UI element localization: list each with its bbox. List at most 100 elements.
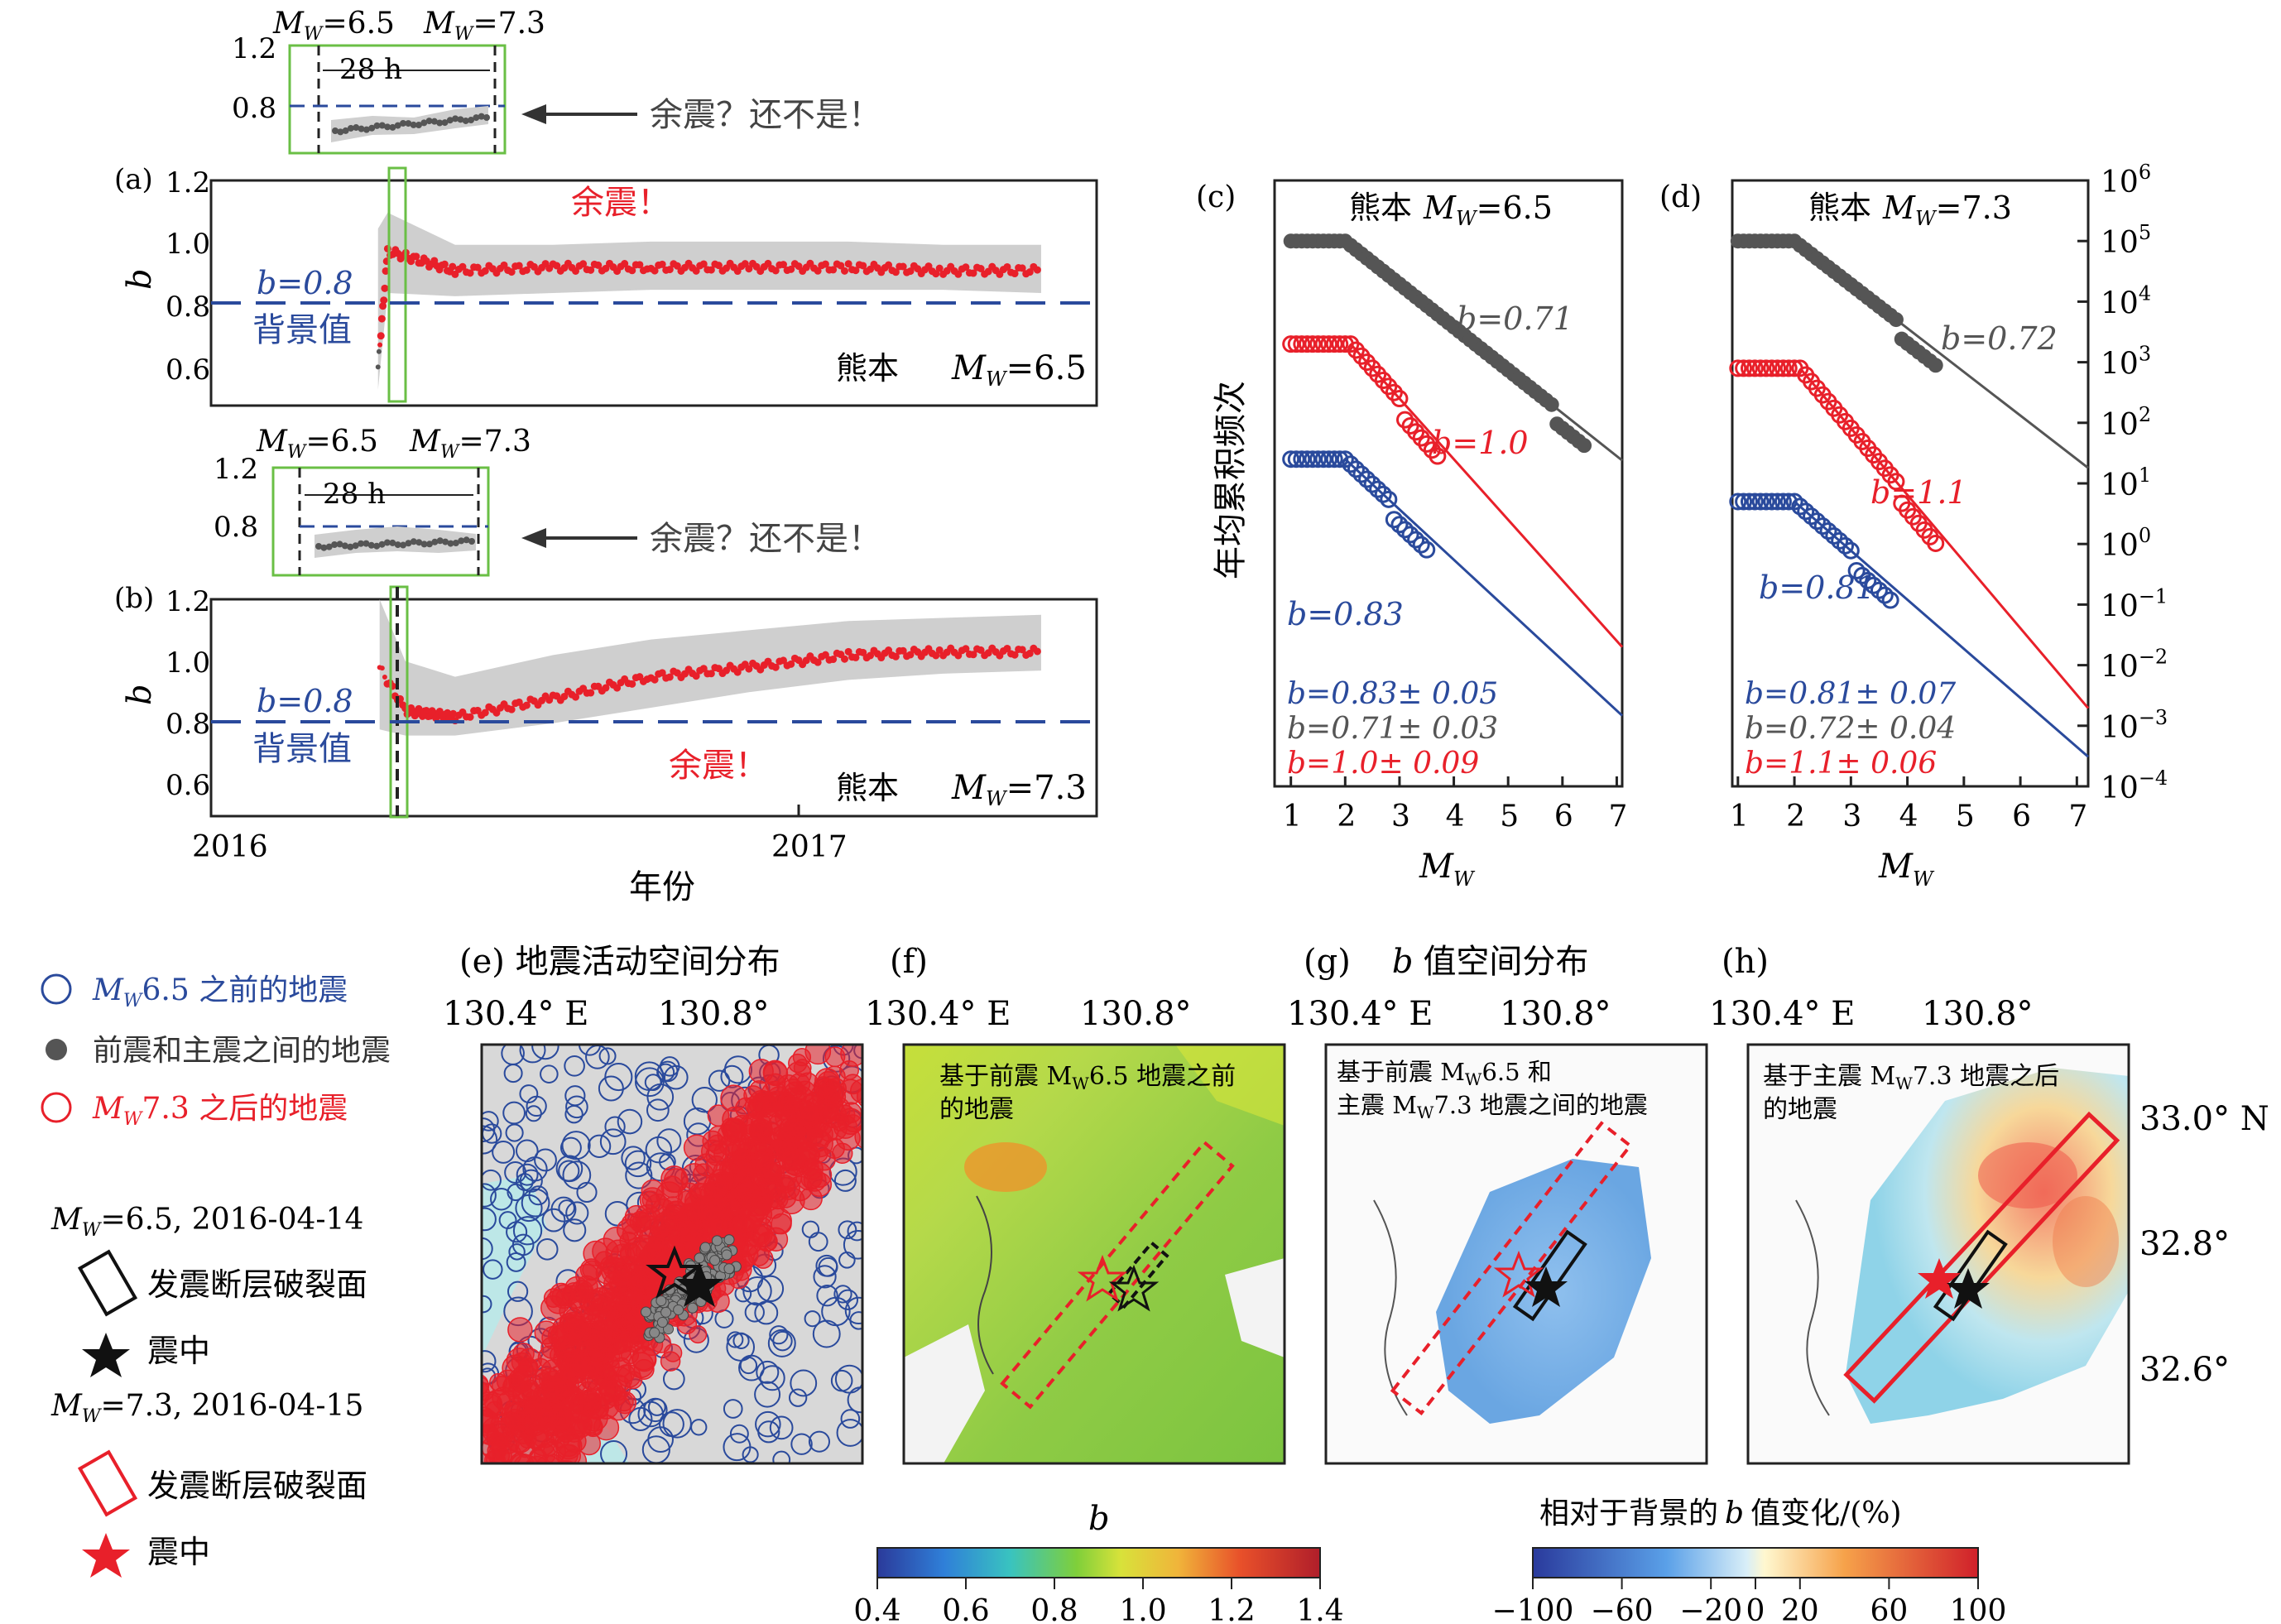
panel-a-ytick: 0.8: [166, 291, 210, 324]
b-value-point: [651, 675, 659, 684]
event-before: [559, 1136, 582, 1159]
b-value-point: [787, 265, 795, 273]
gr-point: [1352, 465, 1371, 483]
inset-point: [389, 123, 396, 131]
event-after: [507, 1317, 533, 1343]
b-value-point: [745, 665, 753, 673]
map-h-rupture-mainshock: [1843, 1111, 2120, 1404]
b-value-point: [522, 701, 531, 709]
event-before: [558, 1199, 575, 1217]
b-value-point: [379, 302, 387, 310]
y-tick-label: 10−2: [2101, 646, 2168, 685]
gr-point: [1401, 526, 1419, 544]
event-before: [838, 1220, 857, 1240]
event-after: [759, 1100, 784, 1125]
event-before: [754, 1381, 781, 1408]
b-value-point: [837, 262, 845, 270]
panel-a-aftershock-label: 余震！: [571, 184, 670, 222]
map-f-lon2: 130.8°: [1080, 995, 1192, 1033]
gr-point: [1825, 526, 1843, 545]
gr-point: [1418, 541, 1436, 559]
event-before: [535, 1238, 559, 1261]
event-after: [482, 1374, 489, 1396]
inset-point: [325, 543, 333, 550]
panel-b-ylabel: b: [121, 684, 159, 705]
inset-point: [420, 541, 428, 548]
gr-point: [1407, 531, 1425, 549]
event-before: [801, 1220, 820, 1238]
panel-b-axis: 1.2 1.0 0.8 0.6 b 2016 2017 年份: [121, 585, 848, 906]
panel-b-ytick: 0.8: [166, 708, 210, 741]
event-before: [521, 1188, 550, 1218]
legend-red-rupture-icon: [77, 1449, 138, 1517]
inset-point: [431, 538, 439, 545]
event-before: [833, 1285, 852, 1304]
b-value-point: [841, 267, 849, 275]
gr-point: [1363, 475, 1381, 493]
panel-d-sum-red: b=1.1± 0.06: [1745, 747, 1937, 781]
gr-point: [1927, 534, 1945, 552]
event-before: [662, 1409, 692, 1439]
panel-a-ytick: 1.0: [166, 228, 210, 261]
event-before: [691, 1087, 718, 1113]
map-e-events: [482, 1045, 862, 1463]
inset-point: [383, 539, 391, 546]
inset-point: [415, 122, 422, 129]
b-value-point: [891, 652, 900, 661]
map-g-coastline: [1373, 1199, 1408, 1416]
event-before: [505, 1123, 524, 1142]
event-before: [482, 1169, 502, 1191]
inset-point: [430, 118, 438, 125]
map-lat-326: 32.6°: [2139, 1351, 2230, 1389]
legend: MW6.5 之前的地震 前震和主震之间的地震 MW7.3 之后的地震 MW=6.…: [41, 973, 391, 1578]
map-g-lon1: 130.4° E: [1287, 995, 1433, 1033]
gr-point: [1380, 490, 1398, 508]
y-tick-label: 103: [2101, 343, 2151, 382]
arrow-left-icon: [521, 528, 546, 548]
b-value-point: [969, 651, 977, 659]
gr-point: [1751, 359, 1770, 377]
event-after: [754, 1135, 773, 1154]
b-value-point: [771, 267, 780, 275]
inset-point: [463, 536, 470, 544]
x-tick-label: 3: [1842, 800, 1861, 834]
panel-b-aftershock-label: 余震！: [669, 747, 768, 785]
legend-black-star-icon: [82, 1333, 130, 1377]
b-value-point: [658, 669, 666, 677]
inset-point: [394, 122, 401, 129]
inset-point: [378, 541, 386, 548]
inset-point: [332, 127, 339, 134]
gr-point: [1757, 492, 1775, 511]
b-value-point: [553, 262, 561, 270]
panel-a-frame: [209, 179, 1098, 407]
gr-point: [1887, 473, 1905, 491]
inset-point: [452, 115, 459, 123]
map-f-patch: [1175, 1045, 1285, 1126]
b-value-point: [707, 670, 715, 678]
event-before: [516, 1163, 539, 1186]
event-before: [522, 1156, 548, 1182]
b-value-point: [572, 267, 580, 275]
event-before: [561, 1131, 591, 1160]
colorbar-tick-label: 1.4: [1296, 1594, 1343, 1624]
event-after: [800, 1167, 823, 1189]
event-before: [634, 1061, 665, 1091]
gr-point: [1797, 502, 1815, 521]
panel-b-frame: [209, 598, 1098, 818]
gr-point: [1791, 497, 1809, 516]
gr-point: [1740, 492, 1758, 511]
event-before: [744, 1302, 765, 1323]
panel-c-plot: [1282, 233, 1624, 717]
gr-point: [1390, 516, 1409, 534]
panel-b-ytick: 1.2: [166, 585, 210, 618]
b-value-point: [412, 252, 420, 261]
event-after: [616, 1364, 636, 1383]
b-value-point: [829, 656, 838, 664]
b-value-point: [459, 262, 467, 271]
legend-mainshock-header: MW=7.3, 2016-04-15: [50, 1389, 363, 1427]
event-after: [594, 1251, 614, 1271]
event-before: [849, 1311, 862, 1330]
b-value-point: [658, 260, 666, 268]
map-h-caption-2: 的地震: [1763, 1095, 1837, 1124]
event-after: [795, 1080, 816, 1102]
